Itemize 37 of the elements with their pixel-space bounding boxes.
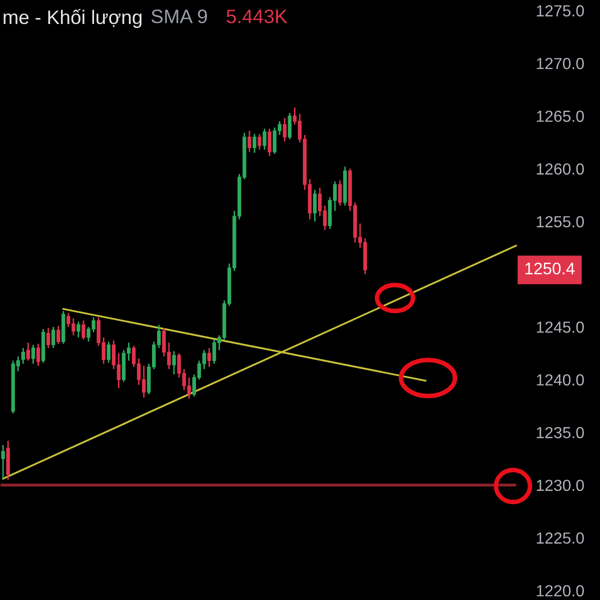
y-tick-label: 1275.0 xyxy=(536,5,584,16)
candlestick xyxy=(21,347,25,364)
candlestick xyxy=(106,340,110,364)
chart-subtitle: SMA 9 xyxy=(151,10,207,24)
candlestick xyxy=(36,343,40,367)
candlestick xyxy=(338,180,342,206)
candlestick xyxy=(262,128,266,150)
y-tick-label: 1230.0 xyxy=(536,480,584,492)
candlestick xyxy=(46,327,50,349)
candlestick xyxy=(31,344,36,364)
candlestick xyxy=(76,320,80,338)
candlestick xyxy=(252,133,256,154)
chart-title: me - Khối lượng xyxy=(4,9,142,28)
candlestick xyxy=(51,326,56,349)
candlestick xyxy=(26,342,30,362)
text: 1250.4 xyxy=(525,262,575,274)
y-tick-label: 1260.0 xyxy=(536,163,584,175)
candlestick xyxy=(312,189,317,222)
candlestick xyxy=(282,117,287,142)
y-tick-label: 1220.0 xyxy=(536,585,584,596)
candlestick xyxy=(258,133,262,150)
y-tick-label: 1235.0 xyxy=(536,426,584,438)
candlestick xyxy=(172,350,176,376)
candlestick xyxy=(268,128,272,157)
candlestick xyxy=(56,325,60,344)
y-tick-label: 1255.0 xyxy=(536,216,584,228)
y-tick-label: 1265.0 xyxy=(536,110,584,122)
y-tick-label: 1270.0 xyxy=(536,58,584,70)
candlestick xyxy=(82,320,86,340)
candlestick xyxy=(288,112,292,140)
annotation: 5.443K xyxy=(226,10,288,24)
candlestick xyxy=(1,444,5,480)
y-tick-label: 1240.0 xyxy=(536,374,584,386)
y-tick-label: 1245.0 xyxy=(536,322,584,333)
candlestick xyxy=(248,130,252,153)
candlestick xyxy=(207,347,212,368)
y-tick-label: 1225.0 xyxy=(536,532,584,544)
